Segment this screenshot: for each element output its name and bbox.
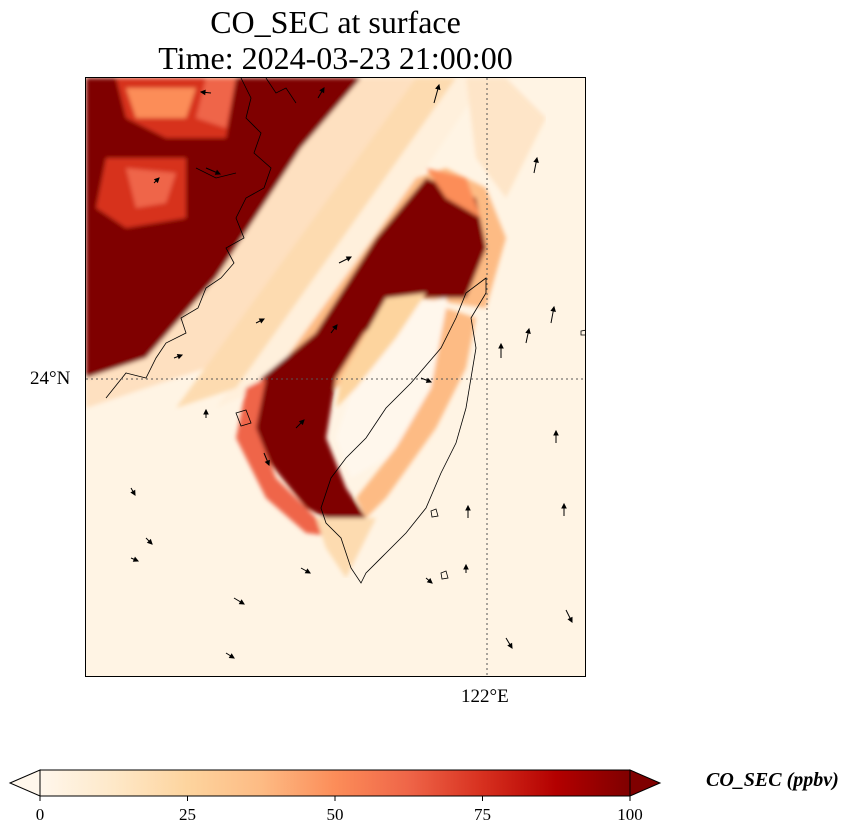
colorbar-tick-label: 100 <box>617 805 643 824</box>
wind-vector-arrow <box>463 563 469 573</box>
wind-vector-arrow <box>553 429 559 443</box>
wind-vector-arrow <box>233 597 245 605</box>
map-canvas <box>86 78 585 676</box>
wind-vector-arrow <box>153 177 160 184</box>
colorbar-bar <box>39 769 631 797</box>
wind-vector-arrow <box>199 89 212 96</box>
colorbar-extend-min <box>8 769 41 797</box>
wind-vector-arrow <box>295 419 305 429</box>
map-panel <box>85 77 586 677</box>
wind-vector-arrow <box>425 577 433 584</box>
colorbar-tick-label: 50 <box>326 805 344 824</box>
wind-vector-arrow <box>255 318 266 324</box>
colorbar-label: CO_SEC (ppbv) <box>706 769 839 791</box>
wind-vector-arrow <box>173 353 184 360</box>
wind-vector-arrow <box>130 556 140 562</box>
wind-vector-arrow <box>525 327 531 344</box>
gridlines <box>86 78 585 676</box>
wind-vector-arrow <box>330 324 338 334</box>
wind-vector-arrow <box>561 502 567 516</box>
wind-vector-arrow <box>300 567 311 574</box>
wind-vector-arrow <box>263 452 270 467</box>
coastline <box>105 78 585 584</box>
wind-vector-arrow <box>505 637 513 649</box>
wind-vector-arrow <box>550 305 556 324</box>
colorbar-extend-max <box>629 769 662 797</box>
wind-vectors <box>130 83 573 659</box>
wind-vector-arrow <box>565 609 573 624</box>
wind-vector-arrow <box>130 487 136 496</box>
colorbar-tick-label: 75 <box>474 805 491 824</box>
wind-vector-arrow <box>433 83 441 104</box>
wind-vector-arrow <box>533 156 539 174</box>
concentration-field <box>86 78 546 578</box>
map-title: CO_SEC at surface <box>210 4 461 40</box>
wind-vector-arrow <box>203 408 209 418</box>
colorbar-tick-label: 25 <box>179 805 196 824</box>
longitude-tick-label: 122°E <box>461 686 509 707</box>
wind-vector-arrow <box>205 167 222 175</box>
wind-vector-arrow <box>420 377 433 383</box>
colorbar-ticks <box>39 796 631 801</box>
wind-vector-arrow <box>465 504 471 518</box>
colorbar <box>8 769 662 801</box>
wind-vector-arrow <box>225 652 235 659</box>
latitude-tick-label: 24°N <box>30 368 71 389</box>
wind-vector-arrow <box>498 342 504 358</box>
colorbar-tick-label: 0 <box>35 805 45 824</box>
map-subtitle-time: Time: 2024-03-23 21:00:00 <box>158 40 513 76</box>
wind-vector-arrow <box>317 87 325 99</box>
wind-vector-arrow <box>145 537 153 545</box>
wind-vector-arrow <box>338 256 353 264</box>
